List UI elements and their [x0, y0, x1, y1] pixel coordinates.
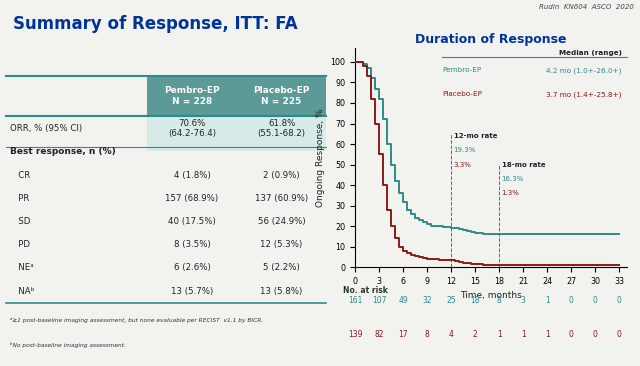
Text: 5 (2.2%): 5 (2.2%)	[263, 264, 300, 272]
Text: SD: SD	[10, 217, 30, 226]
Text: 0: 0	[617, 296, 621, 305]
Text: Pembro-EP
N = 228: Pembro-EP N = 228	[164, 86, 220, 106]
Text: 4 (1.8%): 4 (1.8%)	[173, 171, 211, 180]
Text: 16.3%: 16.3%	[502, 176, 524, 182]
Text: 56 (24.9%): 56 (24.9%)	[258, 217, 305, 226]
Text: Best response, n (%): Best response, n (%)	[10, 147, 115, 156]
Text: 2 (0.9%): 2 (0.9%)	[263, 171, 300, 180]
Text: 18-mo rate: 18-mo rate	[502, 162, 545, 168]
Text: 70.6%
(64.2-76.4): 70.6% (64.2-76.4)	[168, 119, 216, 138]
Text: PR: PR	[10, 194, 29, 203]
Text: 8: 8	[497, 296, 502, 305]
Text: Placebo-EP
N = 225: Placebo-EP N = 225	[253, 86, 310, 106]
Text: 0: 0	[569, 330, 573, 339]
Text: 8: 8	[425, 330, 429, 339]
Text: ᵇNo post-baseline imaging assessment.: ᵇNo post-baseline imaging assessment.	[10, 342, 125, 348]
FancyBboxPatch shape	[147, 117, 237, 151]
Y-axis label: Ongoing Response, %: Ongoing Response, %	[316, 108, 325, 207]
Text: 12-mo rate: 12-mo rate	[454, 133, 497, 139]
Text: 40 (17.5%): 40 (17.5%)	[168, 217, 216, 226]
Text: 61.8%
(55.1-68.2): 61.8% (55.1-68.2)	[257, 119, 306, 138]
Text: 6 (2.6%): 6 (2.6%)	[173, 264, 211, 272]
Text: 0: 0	[593, 296, 598, 305]
Text: NEᵃ: NEᵃ	[10, 264, 33, 272]
FancyBboxPatch shape	[237, 76, 326, 116]
Text: ORR, % (95% CI): ORR, % (95% CI)	[10, 124, 82, 133]
Text: 1: 1	[545, 296, 550, 305]
Text: 1: 1	[545, 330, 550, 339]
Text: 161: 161	[348, 296, 362, 305]
Text: 25: 25	[446, 296, 456, 305]
Text: 8 (3.5%): 8 (3.5%)	[173, 240, 211, 249]
Text: ᵃ≥1 post-baseline imaging assessment, but none evaluable per RECIST  v1.1 by BIC: ᵃ≥1 post-baseline imaging assessment, bu…	[10, 318, 263, 324]
Text: 32: 32	[422, 296, 432, 305]
Text: 1: 1	[521, 330, 525, 339]
Text: 17: 17	[398, 330, 408, 339]
Text: 18: 18	[470, 296, 480, 305]
Text: 0: 0	[617, 330, 621, 339]
Text: No. at risk: No. at risk	[343, 286, 388, 295]
FancyBboxPatch shape	[237, 117, 326, 151]
Text: 12 (5.3%): 12 (5.3%)	[260, 240, 303, 249]
Text: 1.3%: 1.3%	[502, 190, 520, 196]
Text: PD: PD	[10, 240, 29, 249]
Text: 82: 82	[374, 330, 384, 339]
Text: 137 (60.9%): 137 (60.9%)	[255, 194, 308, 203]
Text: 3.3%: 3.3%	[454, 162, 472, 168]
X-axis label: Time, months: Time, months	[460, 291, 522, 300]
Text: 1: 1	[497, 330, 502, 339]
Text: 13 (5.8%): 13 (5.8%)	[260, 287, 303, 295]
Text: 107: 107	[372, 296, 387, 305]
FancyBboxPatch shape	[147, 76, 237, 116]
Text: 157 (68.9%): 157 (68.9%)	[165, 194, 219, 203]
Text: CR: CR	[10, 171, 30, 180]
Text: 4: 4	[449, 330, 454, 339]
Text: NAᵇ: NAᵇ	[10, 287, 34, 295]
Text: 2: 2	[473, 330, 477, 339]
Text: Pembro-EP: Pembro-EP	[442, 67, 481, 73]
Text: 3: 3	[521, 296, 525, 305]
Text: 13 (5.7%): 13 (5.7%)	[171, 287, 213, 295]
Text: 139: 139	[348, 330, 362, 339]
Text: 0: 0	[593, 330, 598, 339]
Text: 19.3%: 19.3%	[454, 147, 476, 153]
Text: 4.2 mo (1.0+-26.0+): 4.2 mo (1.0+-26.0+)	[547, 67, 622, 74]
Text: Rudin  KN604  ASCO  2020: Rudin KN604 ASCO 2020	[539, 4, 634, 10]
Text: Placebo-EP: Placebo-EP	[442, 92, 483, 97]
Text: 49: 49	[398, 296, 408, 305]
Text: 3.7 mo (1.4+-25.8+): 3.7 mo (1.4+-25.8+)	[547, 92, 622, 98]
Text: 0: 0	[569, 296, 573, 305]
Title: Duration of Response: Duration of Response	[415, 33, 567, 46]
Text: Median (range): Median (range)	[559, 50, 622, 56]
Text: Summary of Response, ITT: FA: Summary of Response, ITT: FA	[13, 15, 298, 33]
